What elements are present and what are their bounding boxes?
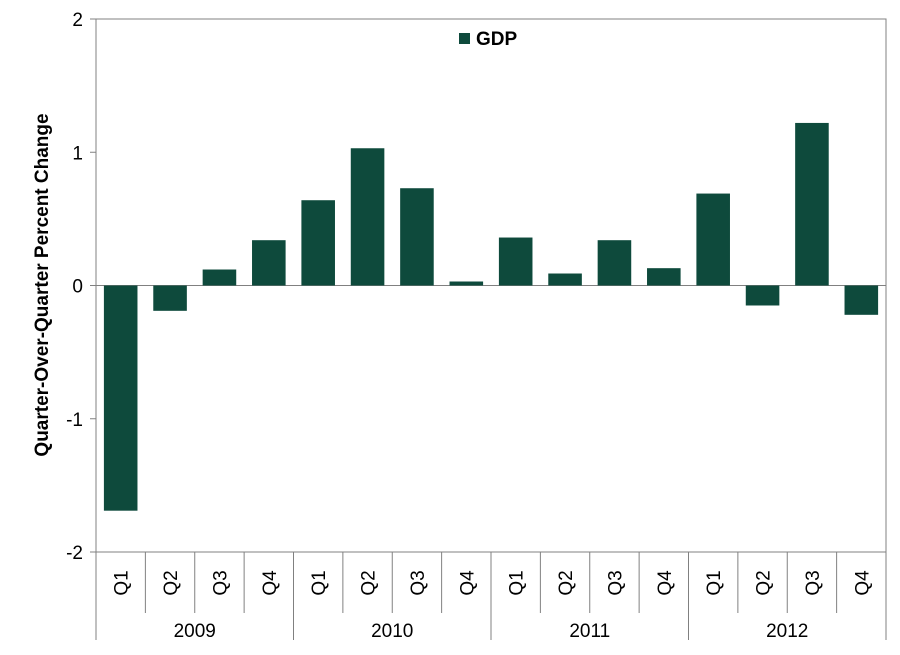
x-category-label: Q4 bbox=[260, 570, 281, 596]
x-year-label: 2011 bbox=[569, 621, 610, 642]
x-category-label: Q3 bbox=[605, 570, 626, 595]
y-tick-label: 1 bbox=[72, 143, 83, 164]
legend-swatch bbox=[459, 33, 470, 44]
bar-11 bbox=[597, 240, 632, 286]
y-tick-label: -1 bbox=[66, 410, 83, 431]
bar-7 bbox=[400, 188, 434, 286]
y-tick-labels: -2 -1 0 1 2 bbox=[66, 10, 96, 564]
x-category-labels: Q1 Q2 Q3 Q4 Q1 Q2 Q3 Q4 Q1 Q2 Q3 Q4 Q1 Q2 Q3 Q4 2009 2010… bbox=[95, 552, 887, 642]
y-axis-title-group: Quarter-Over-Quarter Percent Change bbox=[32, 113, 53, 456]
bar-9 bbox=[498, 237, 533, 286]
bar-12 bbox=[647, 268, 681, 286]
bars bbox=[103, 122, 879, 511]
legend: GDP bbox=[459, 29, 518, 50]
x-category-label: Q2 bbox=[754, 570, 775, 595]
x-category-label: Q1 bbox=[309, 570, 330, 595]
bar-14 bbox=[745, 285, 780, 306]
x-category-label: Q1 bbox=[704, 570, 725, 595]
bar-16 bbox=[844, 285, 879, 315]
x-category-label: Q3 bbox=[803, 570, 824, 595]
bar-5 bbox=[301, 200, 335, 286]
y-tick-label: -2 bbox=[66, 543, 83, 564]
x-category-label: Q2 bbox=[556, 570, 577, 595]
legend-label-gdp: GDP bbox=[476, 29, 518, 50]
bar-6 bbox=[350, 148, 385, 286]
x-category-label: Q4 bbox=[457, 570, 478, 596]
x-year-label: 2012 bbox=[766, 621, 808, 642]
bar-10 bbox=[548, 273, 582, 286]
x-category-label: Q3 bbox=[210, 570, 231, 595]
bar-3 bbox=[202, 269, 237, 286]
x-category-label: Q2 bbox=[359, 570, 380, 595]
bar-4 bbox=[252, 240, 286, 286]
bar-1 bbox=[103, 285, 138, 511]
x-category-label: Q2 bbox=[161, 570, 182, 595]
x-year-label: 2009 bbox=[174, 621, 216, 642]
bar-8 bbox=[449, 281, 484, 286]
bar-13 bbox=[696, 193, 730, 286]
x-year-label: 2010 bbox=[371, 621, 413, 642]
bar-2 bbox=[153, 285, 187, 311]
x-category-label: Q4 bbox=[852, 570, 873, 596]
y-tick-label: 2 bbox=[72, 10, 83, 31]
x-category-label: Q1 bbox=[112, 570, 133, 595]
x-category-label: Q1 bbox=[507, 570, 528, 595]
y-tick-label: 0 bbox=[72, 277, 83, 298]
x-category-label: Q3 bbox=[408, 570, 429, 595]
bar-15 bbox=[795, 122, 829, 286]
x-category-label: Q4 bbox=[655, 570, 676, 596]
y-axis-title: Quarter-Over-Quarter Percent Change bbox=[32, 113, 53, 456]
